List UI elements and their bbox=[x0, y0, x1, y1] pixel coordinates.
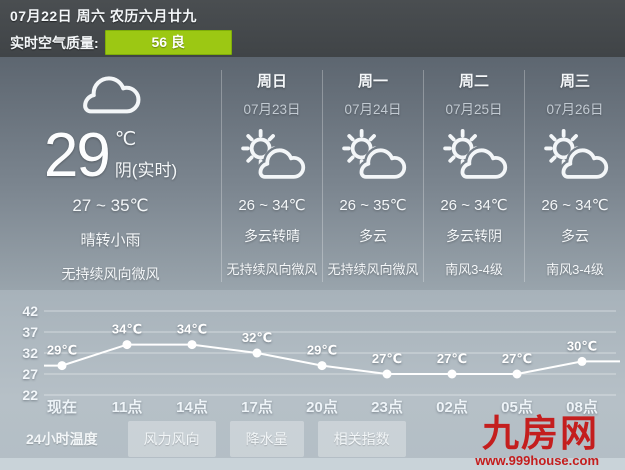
svg-text:42: 42 bbox=[22, 303, 38, 319]
date-line: 07月22日 周六 农历六月廿九 bbox=[10, 8, 197, 24]
svg-text:34℃: 34℃ bbox=[177, 322, 207, 337]
svg-text:23点: 23点 bbox=[371, 399, 403, 416]
svg-text:20点: 20点 bbox=[306, 399, 338, 416]
svg-text:27℃: 27℃ bbox=[372, 351, 402, 366]
forecast-date-label: 07月23日 bbox=[243, 102, 301, 117]
forecast-weather-text: 多云 bbox=[359, 228, 387, 244]
forecast-temp-range: 26 ~ 35℃ bbox=[339, 197, 407, 214]
svg-text:29℃: 29℃ bbox=[47, 343, 77, 358]
forecast-temp-range: 26 ~ 34℃ bbox=[238, 197, 306, 214]
temperature-chart: 42 37 32 27 22 29℃ 现在 34℃ 11点 34℃ 14点 32℃ 17点 29℃ 20点 2… bbox=[22, 303, 620, 416]
svg-text:29℃: 29℃ bbox=[307, 343, 337, 358]
tab-wind[interactable]: 风力风向 bbox=[127, 421, 216, 457]
svg-text:现在: 现在 bbox=[47, 398, 77, 416]
current-weather-text: 晴转小雨 bbox=[80, 232, 141, 249]
svg-text:11点: 11点 bbox=[112, 399, 143, 416]
bottom-strip bbox=[0, 458, 625, 470]
forecast-day-label: 周一 bbox=[357, 73, 388, 90]
svg-text:32: 32 bbox=[22, 345, 38, 361]
current-condition: 阴(实时) bbox=[114, 161, 178, 180]
hourly-tabs: 24小时温度 风力风向 降水量 相关指数 bbox=[0, 420, 625, 458]
hourly-section: 42 37 32 27 22 29℃ 现在 34℃ 11点 34℃ 14点 32℃ 17点 29℃ 20点 2… bbox=[0, 290, 625, 470]
current-temp-block: 29 ℃ 阴(实时) bbox=[0, 121, 221, 190]
forecast-day-mon: 周一 07月24日 26 ~ 35℃ 多云 bbox=[322, 70, 423, 282]
svg-text:14点: 14点 bbox=[176, 399, 208, 416]
forecast-day-sun: 周日 07月23日 26 ~ 34℃ 多云转 bbox=[221, 70, 322, 282]
current-weather: 29 ℃ 阴(实时) 27 ~ 35℃ 晴转小雨 无持续风向微风 bbox=[0, 57, 221, 290]
tab-precipitation[interactable]: 降水量 bbox=[229, 421, 304, 457]
svg-text:34℃: 34℃ bbox=[112, 322, 142, 337]
svg-text:32℃: 32℃ bbox=[242, 330, 272, 345]
forecast-temp-range: 26 ~ 34℃ bbox=[541, 197, 609, 214]
site-url: www.999house.com bbox=[475, 453, 599, 468]
forecast-wind-text: 南风3-4级 bbox=[546, 262, 604, 277]
svg-text:27: 27 bbox=[22, 366, 38, 382]
sun-cloud-icon bbox=[323, 126, 423, 192]
forecast-weather-text: 多云 bbox=[561, 228, 589, 244]
current-wind-text: 无持续风向微风 bbox=[61, 266, 160, 282]
aqi-badge: 56 良 bbox=[104, 30, 232, 55]
tab-24h-temperature[interactable]: 24小时温度 bbox=[26, 431, 98, 447]
forecast-weather-text: 多云转晴 bbox=[244, 228, 300, 244]
svg-text:30℃: 30℃ bbox=[567, 338, 597, 353]
current-temp-range: 27 ~ 35℃ bbox=[72, 196, 149, 215]
forecast-weather-text: 多云转阴 bbox=[446, 228, 502, 244]
site-logo: 九房网 bbox=[482, 414, 599, 455]
svg-text:27℃: 27℃ bbox=[437, 351, 467, 366]
svg-text:05点: 05点 bbox=[501, 399, 533, 416]
sun-cloud-icon bbox=[222, 126, 322, 192]
forecast-columns: 周日 07月23日 26 ~ 34℃ 多云转 bbox=[221, 57, 625, 290]
header-bar: 07月22日 周六 农历六月廿九 实时空气质量: 56 良 bbox=[0, 0, 625, 57]
svg-text:27℃: 27℃ bbox=[502, 351, 532, 366]
svg-text:37: 37 bbox=[22, 324, 38, 340]
forecast-wind-text: 无持续风向微风 bbox=[226, 262, 318, 277]
forecast-temp-range: 26 ~ 34℃ bbox=[440, 197, 508, 214]
svg-text:17点: 17点 bbox=[241, 399, 273, 416]
tab-indices[interactable]: 相关指数 bbox=[317, 421, 406, 457]
forecast-day-label: 周日 bbox=[256, 73, 287, 90]
forecast-date-label: 07月26日 bbox=[546, 102, 604, 117]
air-quality-label: 实时空气质量: bbox=[10, 34, 99, 51]
forecast-date-label: 07月24日 bbox=[344, 102, 402, 117]
site-watermark: 九房网 www.999house.com bbox=[475, 416, 599, 467]
svg-text:22: 22 bbox=[22, 387, 38, 403]
svg-text:08点: 08点 bbox=[566, 399, 598, 416]
forecast-day-label: 周三 bbox=[559, 73, 590, 90]
weather-main: 29 ℃ 阴(实时) 27 ~ 35℃ 晴转小雨 无持续风向微风 周日 07月2… bbox=[0, 57, 625, 290]
forecast-day-label: 周二 bbox=[458, 73, 489, 90]
forecast-wind-text: 南风3-4级 bbox=[445, 262, 503, 277]
forecast-wind-text: 无持续风向微风 bbox=[327, 262, 419, 277]
current-temperature: 29 bbox=[43, 121, 111, 190]
svg-text:02点: 02点 bbox=[436, 399, 468, 416]
forecast-day-wed: 周三 07月26日 26 ~ 34℃ 多云 bbox=[524, 70, 625, 282]
cloud-overcast-icon bbox=[0, 72, 221, 116]
temp-unit: ℃ bbox=[114, 129, 137, 150]
sun-cloud-icon bbox=[424, 126, 524, 192]
forecast-date-label: 07月25日 bbox=[445, 102, 503, 117]
sun-cloud-icon bbox=[525, 126, 625, 192]
forecast-day-tue: 周二 07月25日 26 ~ 34℃ 多云转 bbox=[423, 70, 524, 282]
air-quality-row: 实时空气质量: 56 良 bbox=[10, 30, 615, 55]
